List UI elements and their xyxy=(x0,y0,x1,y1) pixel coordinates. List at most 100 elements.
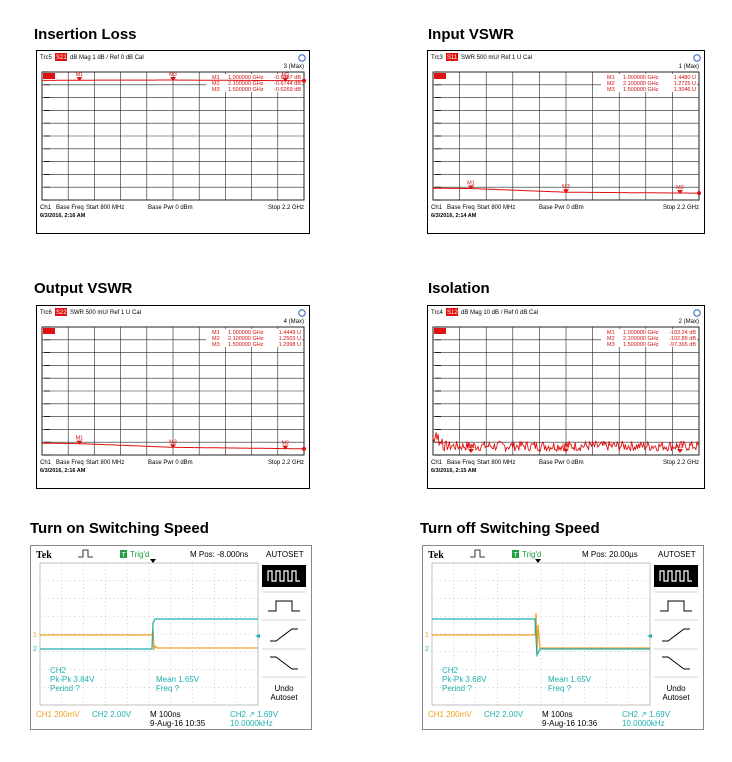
vna-chan-count: 3 (Max) xyxy=(284,64,304,70)
scope-timebase: M 100ns xyxy=(542,710,573,719)
scope-grid-dot xyxy=(235,583,237,585)
scope-grid-dot xyxy=(584,654,585,656)
scope-grid-dot xyxy=(170,676,172,677)
scope-grid-dot xyxy=(257,669,259,670)
scope-grid-dot xyxy=(449,633,450,635)
scope-grid-dot xyxy=(571,669,572,670)
scope-grid-dot xyxy=(118,669,119,670)
scope-grid-dot xyxy=(196,669,198,670)
scope-grid-dot xyxy=(244,686,246,688)
scope-grid-dot xyxy=(514,598,516,599)
vna-footer-stop: Stop 2.2 GHz xyxy=(268,460,304,466)
scope-grid-dot xyxy=(248,686,250,688)
scope-grid-dot xyxy=(214,587,215,589)
scope-grid-dot xyxy=(83,701,84,702)
scope-grid-dot xyxy=(640,615,642,617)
scope-grid-dot xyxy=(70,633,71,635)
scope-grid-dot xyxy=(100,633,102,635)
scope-grid-dot xyxy=(606,694,607,695)
scope-grid-dot xyxy=(183,651,185,653)
scope-grid-dot xyxy=(126,686,128,688)
scope-grid-dot xyxy=(83,694,84,695)
scope-grid-dot xyxy=(497,704,498,706)
scope-grid-dot xyxy=(148,672,150,674)
scope-grid-dot xyxy=(105,615,106,617)
scope-grid-dot xyxy=(436,669,437,670)
scope-grid-dot xyxy=(531,633,533,635)
scope-grid-dot xyxy=(462,580,463,582)
scope-grid-dot xyxy=(118,633,119,635)
scope-grid-dot xyxy=(606,576,607,578)
scope-grid-dot xyxy=(148,601,150,603)
vna-marker-id: M3 xyxy=(607,87,615,93)
scope-grid-dot xyxy=(518,623,520,624)
scope-grid-dot xyxy=(192,573,193,574)
scope-grid-dot xyxy=(126,608,128,610)
scope-grid-dot xyxy=(148,569,150,571)
scope-grid-dot xyxy=(214,676,215,677)
scope-grid-dot xyxy=(192,605,193,606)
scope-grid-dot xyxy=(571,633,572,635)
scope-grid-dot xyxy=(248,633,250,635)
scope-grid-dot xyxy=(205,651,207,653)
scope-grid-dot xyxy=(235,623,237,624)
scope-grid-dot xyxy=(492,686,494,688)
scope-grid-dot xyxy=(540,605,542,606)
vna-marker-freq: 2.100000 GHz xyxy=(228,81,264,87)
scope-grid-dot xyxy=(510,598,511,599)
scope-grid-dot xyxy=(540,676,542,677)
scope-grid-dot xyxy=(235,654,237,656)
scope-grid-dot xyxy=(222,615,224,617)
scope-grid-dot xyxy=(161,651,163,653)
scope-grid-dot xyxy=(105,608,106,610)
scope-grid-dot xyxy=(214,594,215,596)
scope-grid-dot xyxy=(588,615,590,617)
scope-grid-dot xyxy=(214,562,215,564)
vna-marker-tag: M2 xyxy=(281,441,289,447)
scope-grid-dot xyxy=(235,630,237,631)
scope-grid-dot xyxy=(475,640,476,642)
scope-grid-dot xyxy=(610,633,612,635)
scope-grid-dot xyxy=(444,598,446,599)
scope-grid-dot xyxy=(584,612,585,614)
scope-grid-dot xyxy=(148,587,150,589)
scope-grid-dot xyxy=(606,686,607,688)
scope-grid-dot xyxy=(518,591,520,592)
scope-grid-dot xyxy=(462,598,463,599)
vna-chart-isolation: Trc4 S12 dB Mag 10 dB / Ref 0 dB Cal 2 (Max… xyxy=(427,305,705,489)
scope-grid-dot xyxy=(518,679,520,681)
scope-grid-dot xyxy=(105,626,106,628)
scope-ch2-marker: 2 xyxy=(33,646,37,653)
scope-grid-dot xyxy=(579,669,581,670)
scope-grid-dot xyxy=(87,686,89,688)
scope-grid-dot xyxy=(453,605,455,606)
scope-grid-dot xyxy=(553,580,555,582)
scope-grid-dot xyxy=(606,662,607,663)
vna-marker-freq: 2.100000 GHz xyxy=(228,336,264,342)
scope-grid-dot xyxy=(235,562,237,564)
scope-grid-dot xyxy=(558,669,559,670)
scope-grid-dot xyxy=(558,580,559,582)
vna-marker-value: -0.6744 dB xyxy=(274,81,301,87)
scope-grid-dot xyxy=(627,612,629,614)
vna-marker-triangle xyxy=(563,189,569,194)
scope-grid-dot xyxy=(540,598,542,599)
scope-grid-dot xyxy=(584,669,585,670)
scope-grid-dot xyxy=(453,701,455,702)
scope-grid-dot xyxy=(614,598,616,599)
scope-grid-dot xyxy=(235,683,237,685)
scope-grid-dot xyxy=(518,583,520,585)
scope-grid-dot xyxy=(562,612,564,614)
vna-ref-badge xyxy=(434,328,446,334)
vna-marker-tag: M1 xyxy=(467,444,475,450)
scope-grid-dot xyxy=(645,651,646,653)
scope-grid-dot xyxy=(562,598,564,599)
scope-grid-dot xyxy=(166,615,167,617)
vna-marker-readout-bg xyxy=(601,86,697,92)
scope-grid-dot xyxy=(440,580,442,582)
scope-grid-dot xyxy=(131,580,132,582)
scope-grid-dot xyxy=(453,566,455,567)
scope-grid-dot xyxy=(470,633,472,635)
scope-grid-dot xyxy=(109,615,111,617)
vna-trace-label: Trc6 xyxy=(40,310,52,316)
